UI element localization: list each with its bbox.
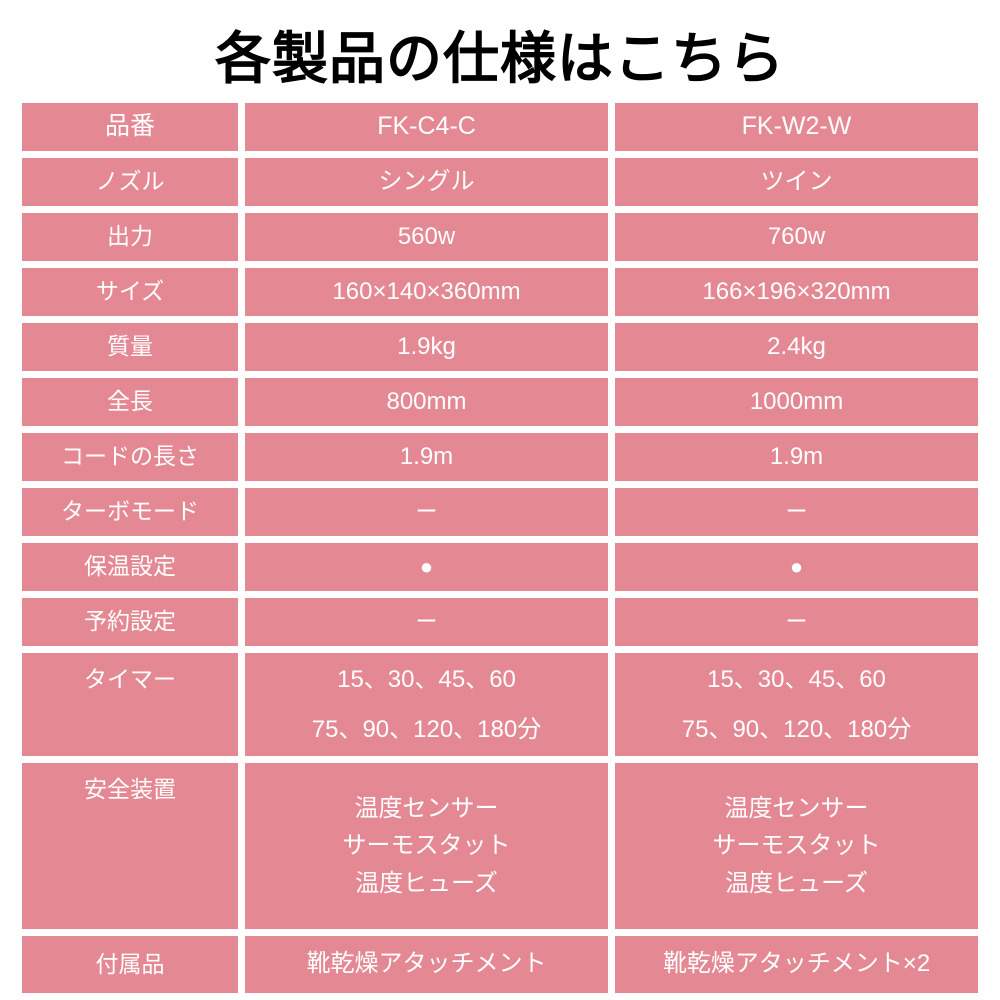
spec-value: 160×140×360mm xyxy=(245,268,608,316)
table-row-reservation: 予約設定 ー ー xyxy=(22,598,978,646)
dash-symbol: ー xyxy=(245,488,608,536)
spec-value: 靴乾燥アタッチメント×2 xyxy=(615,936,978,993)
table-row-accessories: 付属品 靴乾燥アタッチメント 靴乾燥アタッチメント×2 xyxy=(22,936,978,993)
circle-symbol: ● xyxy=(615,543,978,591)
spec-value: 560w xyxy=(245,213,608,261)
page-title: 各製品の仕様はこちら xyxy=(215,27,785,90)
spec-row-label: ターボモード xyxy=(22,488,238,536)
dash-symbol: ー xyxy=(615,598,978,646)
spec-row-label: 全長 xyxy=(22,378,238,426)
dash-symbol: ー xyxy=(615,488,978,536)
spec-value: 800mm xyxy=(245,378,608,426)
spec-value: 1.9m xyxy=(245,433,608,481)
table-row-model: 品番 FK-C4-C FK-W2-W xyxy=(22,103,978,151)
spec-table: 品番 FK-C4-C FK-W2-W ノズル シングル ツイン 出力 560w … xyxy=(15,96,985,1000)
spec-value: シングル xyxy=(245,158,608,206)
spec-value: 2.4kg xyxy=(615,323,978,371)
table-row-keep-warm: 保温設定 ● ● xyxy=(22,543,978,591)
spec-value: 15、30、45、60 75、90、120、180分 xyxy=(245,653,608,756)
spec-value: ツイン xyxy=(615,158,978,206)
spec-value: 靴乾燥アタッチメント xyxy=(245,936,608,993)
spec-value: 166×196×320mm xyxy=(615,268,978,316)
spec-value: 温度センサー サーモスタット 温度ヒューズ xyxy=(245,763,608,929)
spec-row-label: 出力 xyxy=(22,213,238,261)
table-row-output: 出力 560w 760w xyxy=(22,213,978,261)
spec-row-label: 安全装置 xyxy=(22,763,238,929)
model-name-fk-w2-w: FK-W2-W xyxy=(615,103,978,151)
spec-row-label: サイズ xyxy=(22,268,238,316)
table-row-turbo-mode: ターボモード ー ー xyxy=(22,488,978,536)
table-row-timer: タイマー 15、30、45、60 75、90、120、180分 15、30、45… xyxy=(22,653,978,756)
spec-value: 1.9m xyxy=(615,433,978,481)
spec-value: 1.9kg xyxy=(245,323,608,371)
spec-row-label: 付属品 xyxy=(22,936,238,993)
table-row-safety-devices: 安全装置 温度センサー サーモスタット 温度ヒューズ 温度センサー サーモスタッ… xyxy=(22,763,978,929)
spec-value: 15、30、45、60 75、90、120、180分 xyxy=(615,653,978,756)
dash-symbol: ー xyxy=(245,598,608,646)
spec-row-label: ノズル xyxy=(22,158,238,206)
circle-symbol: ● xyxy=(245,543,608,591)
spec-value: 760w xyxy=(615,213,978,261)
spec-row-label: コードの長さ xyxy=(22,433,238,481)
spec-row-label: 保温設定 xyxy=(22,543,238,591)
spec-value: 1000mm xyxy=(615,378,978,426)
table-row-length: 全長 800mm 1000mm xyxy=(22,378,978,426)
spec-row-label: 予約設定 xyxy=(22,598,238,646)
table-row-weight: 質量 1.9kg 2.4kg xyxy=(22,323,978,371)
table-row-size: サイズ 160×140×360mm 166×196×320mm xyxy=(22,268,978,316)
model-name-fk-c4-c: FK-C4-C xyxy=(245,103,608,151)
spec-row-label: 品番 xyxy=(22,103,238,151)
table-row-nozzle: ノズル シングル ツイン xyxy=(22,158,978,206)
spec-row-label: 質量 xyxy=(22,323,238,371)
spec-value: 温度センサー サーモスタット 温度ヒューズ xyxy=(615,763,978,929)
spec-row-label: タイマー xyxy=(22,653,238,756)
table-row-cord-length: コードの長さ 1.9m 1.9m xyxy=(22,433,978,481)
